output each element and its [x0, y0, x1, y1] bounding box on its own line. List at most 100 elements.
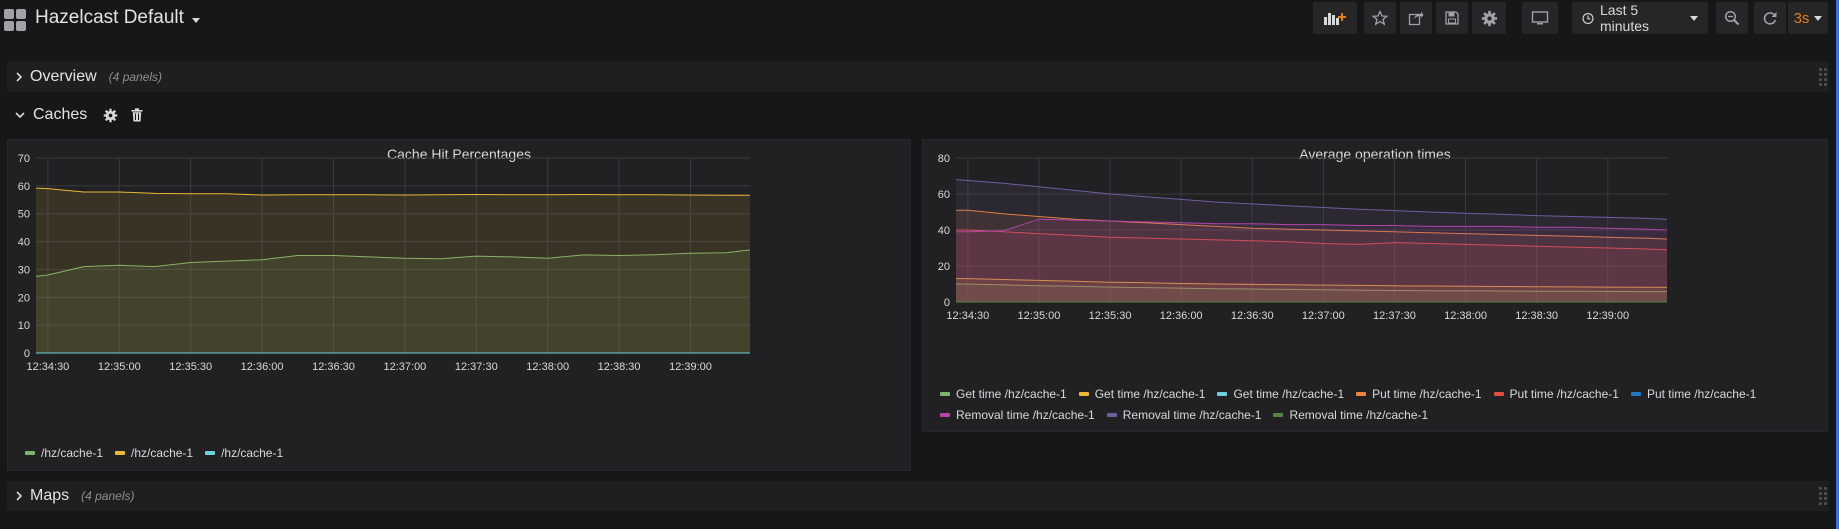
chevron-right-icon: [16, 72, 23, 82]
x-tick-label: 12:36:30: [312, 361, 355, 373]
time-range-label: Last 5 minutes: [1600, 2, 1650, 34]
dashboard-title-picker[interactable]: Hazelcast Default: [35, 7, 200, 29]
row-panel-count: (4 panels): [108, 70, 163, 84]
y-tick-label: 40: [938, 225, 950, 237]
legend-item[interactable]: Put time /hz/cache-1: [1356, 383, 1482, 404]
x-tick-label: 12:39:00: [1586, 310, 1629, 322]
legend-item[interactable]: Put time /hz/cache-1: [1630, 383, 1757, 404]
drag-handle-icon[interactable]: [1819, 68, 1827, 86]
legend-label: Removal time /hz/cache-1: [1122, 407, 1262, 422]
legend-label: Get time /hz/cache-1: [1233, 386, 1345, 401]
series-line[interactable]: [956, 209, 1668, 240]
y-tick-label: 0: [944, 297, 950, 309]
settings-button[interactable]: [1472, 2, 1506, 34]
series-line[interactable]: [955, 179, 1668, 220]
x-tick-label: 12:36:00: [1160, 310, 1203, 322]
row-title: Caches: [33, 106, 88, 123]
row-maps[interactable]: Maps (4 panels): [7, 481, 1829, 511]
drag-handle-icon[interactable]: [1819, 487, 1827, 505]
y-tick-label: 10: [18, 320, 30, 332]
y-tick-label: 80: [938, 153, 950, 165]
legend: Get time /hz/cache-1 Get time /hz/cache-1…: [940, 383, 1820, 425]
legend-swatch: [940, 391, 950, 396]
legend-swatch: [940, 412, 950, 417]
y-tick-label: 70: [18, 153, 30, 165]
legend-item[interactable]: Get time /hz/cache-1: [1078, 383, 1206, 404]
tv-mode-button[interactable]: [1522, 2, 1558, 34]
series-area: [956, 284, 1667, 302]
x-tick-label: 12:36:30: [1231, 310, 1274, 322]
row-title: Maps: [30, 487, 70, 504]
panel-cache-hit-percentages[interactable]: Cache Hit Percentages 70 60 50 40 30 20 10 0 12:…: [7, 139, 911, 471]
refresh-interval-label: 3s: [1793, 9, 1810, 27]
series-line[interactable]: [956, 278, 1668, 288]
refresh-interval-picker[interactable]: 3s: [1788, 2, 1828, 34]
legend-item[interactable]: Removal time /hz/cache-1: [1106, 404, 1262, 425]
series-area: [956, 219, 1667, 302]
zoom-out-button[interactable]: [1716, 2, 1748, 34]
row-overview[interactable]: Overview (4 panels): [7, 62, 1829, 92]
x-tick-label: 12:35:30: [169, 361, 212, 373]
y-tick-label: 0: [24, 348, 30, 360]
y-tick-label: 60: [938, 189, 950, 201]
zoom-out-icon: [1724, 10, 1740, 26]
panel-average-operation-times[interactable]: Average operation times 80 60 40 20 0 12:34:3…: [922, 139, 1828, 432]
share-button[interactable]: [1400, 2, 1432, 34]
x-tick-label: 12:34:30: [26, 361, 69, 373]
series-line[interactable]: [35, 249, 751, 277]
x-tick-label: 12:34:30: [946, 310, 989, 322]
legend-item[interactable]: Get time /hz/cache-1: [1217, 383, 1344, 404]
row-panel-count: (4 panels): [81, 489, 135, 503]
star-button[interactable]: [1364, 2, 1396, 34]
star-icon: [1372, 10, 1388, 26]
legend-item[interactable]: /hz/cache-1: [205, 442, 283, 463]
legend-swatch: [1078, 391, 1089, 396]
legend-item[interactable]: Removal time /hz/cache-1: [1273, 404, 1428, 425]
legend-item[interactable]: /hz/cache-1: [25, 442, 103, 463]
legend-item[interactable]: /hz/cache-1: [115, 442, 193, 463]
gear-icon[interactable]: [103, 108, 118, 123]
legend-item[interactable]: Removal time /hz/cache-1: [940, 404, 1095, 425]
chart-average-operation-times[interactable]: 80 60 40 20 012:34:30 12:35:00 12:35:30 12:36:0…: [923, 140, 1829, 380]
save-icon: [1445, 11, 1459, 25]
scrollbar-edge: [1836, 0, 1839, 529]
legend-swatch: [1493, 391, 1504, 396]
dashboards-grid-icon[interactable]: [4, 9, 26, 31]
legend-item[interactable]: Get time /hz/cache-1: [940, 383, 1067, 404]
series-line[interactable]: [35, 187, 750, 196]
x-tick-label: 12:35:00: [98, 361, 141, 373]
legend-label: Get time /hz/cache-1: [1094, 386, 1206, 401]
y-tick-label: 20: [18, 292, 30, 304]
x-tick-label: 12:37:00: [383, 361, 426, 373]
legend-item[interactable]: Put time /hz/cache-1: [1493, 383, 1619, 404]
save-button[interactable]: [1436, 2, 1468, 34]
series-line[interactable]: [956, 218, 1668, 233]
legend-swatch: [1217, 391, 1228, 396]
y-tick-label: 60: [18, 181, 30, 193]
add-panel-icon: [1324, 13, 1346, 25]
trash-icon[interactable]: [131, 108, 143, 122]
legend-label: /hz/cache-1: [221, 445, 284, 460]
caret-down-icon: [1814, 15, 1823, 21]
series-line[interactable]: [956, 229, 1668, 251]
refresh-button[interactable]: [1754, 2, 1786, 34]
series-area: [956, 230, 1667, 302]
series-line[interactable]: [956, 283, 1667, 293]
legend-swatch: [1356, 391, 1367, 396]
clock-icon: [1582, 12, 1594, 24]
legend-label: Put time /hz/cache-1: [1646, 386, 1757, 401]
legend-label: /hz/cache-1: [131, 445, 194, 460]
add-panel-button[interactable]: [1313, 2, 1357, 34]
series-area: [36, 188, 750, 353]
time-range-picker[interactable]: Last 5 minutes: [1572, 2, 1708, 34]
x-tick-label: 12:38:30: [1515, 310, 1558, 322]
legend-swatch: [205, 450, 216, 455]
legend-label: Get time /hz/cache-1: [956, 386, 1067, 401]
y-tick-label: 20: [938, 261, 950, 273]
chart-cache-hit-percentages[interactable]: 70 60 50 40 30 20 10 012:34:30 12:35:00 12:35:30 1…: [8, 140, 912, 440]
y-tick-label: 50: [18, 209, 30, 221]
legend-swatch: [1630, 391, 1641, 396]
row-caches[interactable]: Caches: [7, 102, 143, 128]
legend-label: Put time /hz/cache-1: [1509, 386, 1619, 401]
caret-down-icon: [191, 17, 200, 23]
